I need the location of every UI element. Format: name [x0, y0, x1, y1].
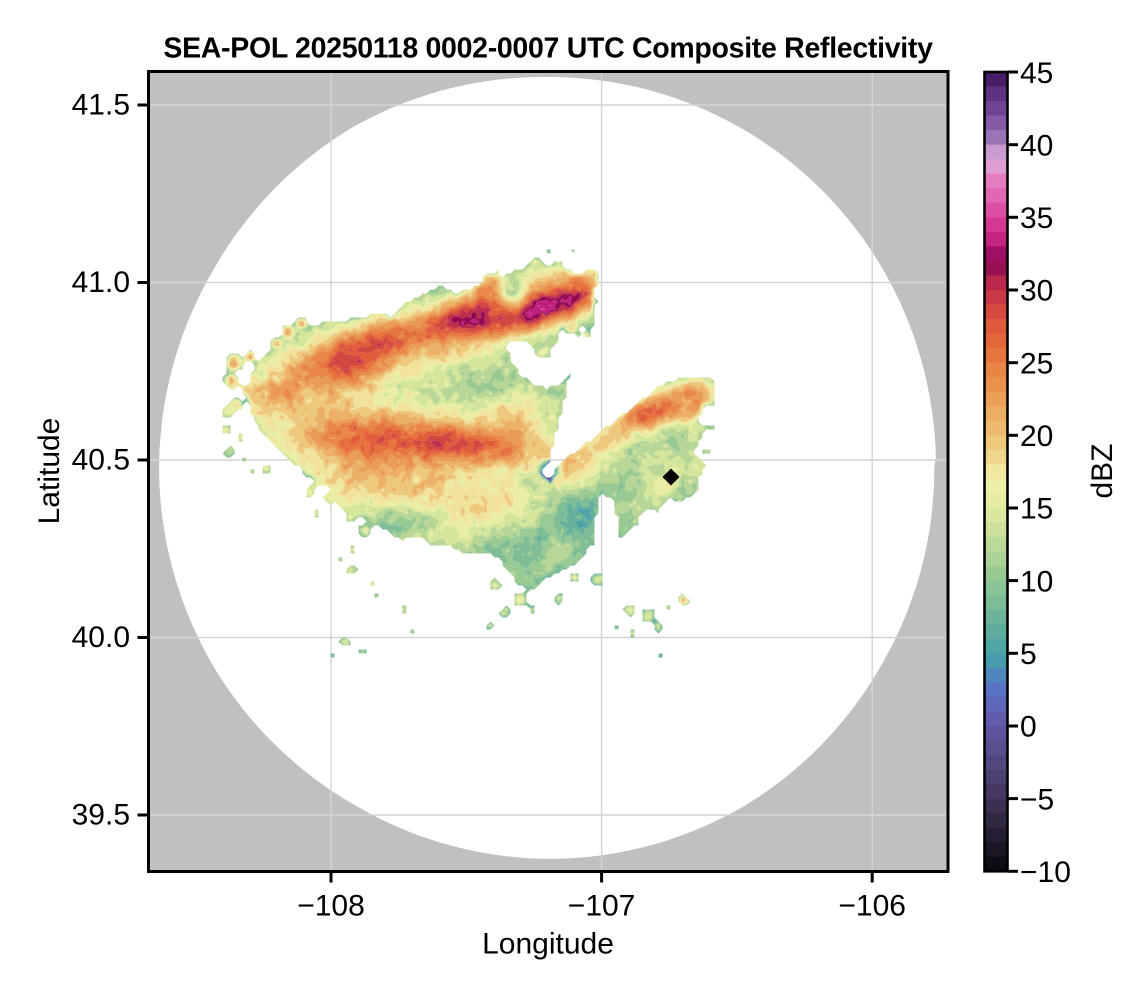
svg-text:45: 45 [1020, 57, 1053, 90]
svg-text:SEA-POL 20250118 0002-0007 UTC: SEA-POL 20250118 0002-0007 UTC Composite… [163, 33, 933, 65]
svg-text:39.5: 39.5 [72, 799, 130, 832]
svg-text:5: 5 [1020, 638, 1037, 671]
svg-text:25: 25 [1020, 347, 1053, 380]
svg-text:40: 40 [1020, 129, 1053, 162]
svg-text:0: 0 [1020, 711, 1037, 744]
svg-text:40.5: 40.5 [72, 444, 130, 477]
svg-text:−107: −107 [568, 890, 636, 923]
svg-text:41.5: 41.5 [72, 89, 130, 122]
svg-text:−108: −108 [297, 890, 365, 923]
svg-text:Latitude: Latitude [33, 418, 66, 525]
svg-text:30: 30 [1020, 275, 1053, 308]
svg-text:41.0: 41.0 [72, 266, 130, 299]
svg-text:dBZ: dBZ [1086, 443, 1119, 498]
svg-text:−10: −10 [1020, 856, 1071, 889]
svg-text:Longitude: Longitude [482, 928, 614, 961]
svg-text:−5: −5 [1020, 783, 1054, 816]
svg-text:15: 15 [1020, 493, 1053, 526]
svg-text:−106: −106 [838, 890, 906, 923]
svg-text:20: 20 [1020, 420, 1053, 453]
svg-text:35: 35 [1020, 202, 1053, 235]
svg-text:10: 10 [1020, 565, 1053, 598]
svg-text:40.0: 40.0 [72, 621, 130, 654]
